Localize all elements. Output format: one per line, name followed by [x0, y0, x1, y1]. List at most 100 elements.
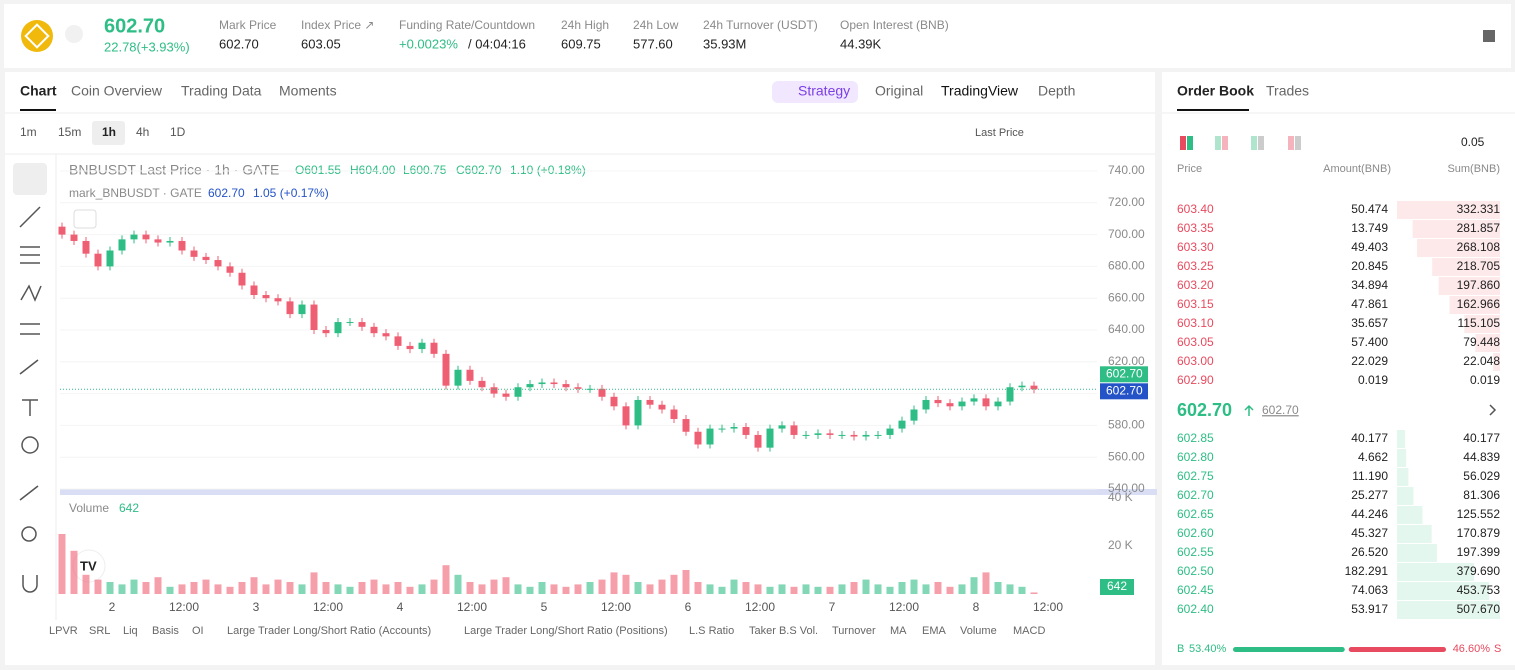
indicator[interactable]: EMA: [922, 625, 947, 637]
indicator[interactable]: Basis: [152, 625, 179, 637]
book-amount: 45.327: [1351, 526, 1388, 540]
interval[interactable]: 15m: [58, 125, 81, 139]
interval[interactable]: 1m: [20, 125, 37, 139]
indicator[interactable]: Liq: [123, 625, 138, 637]
chevron[interactable]: [1489, 404, 1497, 416]
book-amount: 49.403: [1351, 240, 1388, 254]
collapse-legend[interactable]: [73, 209, 97, 229]
candle: [862, 434, 870, 437]
stat-label: Open Interest (BNB): [840, 18, 949, 32]
y-tick-label: 580.00: [1108, 418, 1145, 432]
indicator[interactable]: Large Trader Long/Short Ratio (Positions…: [464, 625, 668, 637]
book-tab[interactable]: Order Book: [1177, 83, 1254, 99]
volume-bar: [322, 582, 330, 594]
depth-bar: [1397, 487, 1414, 505]
volume-bar: [502, 577, 510, 594]
vol-tag-text: 642: [1107, 579, 1127, 593]
book-sum: 81.306: [1463, 488, 1500, 502]
candle: [502, 393, 510, 397]
volume-bar: [94, 579, 102, 594]
interval[interactable]: 1D: [170, 125, 186, 139]
candle: [898, 420, 906, 429]
candle: [970, 398, 978, 402]
header: [4, 4, 1511, 68]
candle: [910, 409, 918, 421]
tv-logo-text: TV: [80, 558, 97, 573]
y-tick-label: 640.00: [1108, 322, 1145, 336]
indicator[interactable]: L.S Ratio: [689, 625, 734, 637]
book-amount: 20.845: [1351, 259, 1388, 273]
coin-logo: [21, 20, 53, 52]
book-amount: 182.291: [1345, 564, 1389, 578]
menu-icon[interactable]: [1483, 30, 1495, 42]
strategy-pill[interactable]: [772, 81, 858, 103]
volume-bar: [394, 582, 402, 594]
stat-value: 609.75: [561, 36, 601, 51]
book-sum: 125.552: [1457, 507, 1501, 521]
candle: [430, 342, 438, 354]
interval[interactable]: 4h: [136, 125, 149, 139]
indicator[interactable]: OI: [192, 625, 204, 637]
vol-title: Volume: [69, 501, 109, 515]
pane-separator: [60, 489, 1157, 495]
volume-bar: [418, 584, 426, 594]
volume-bar: [718, 586, 726, 594]
view-tab[interactable]: Depth: [1038, 83, 1075, 99]
candle: [382, 333, 390, 337]
x-tick-label: 5: [541, 600, 548, 614]
candle: [118, 239, 126, 251]
x-tick-label: 12:00: [601, 600, 631, 614]
volume-bar: [430, 579, 438, 594]
book-price: 603.35: [1177, 221, 1214, 235]
price-change: 22.78(+3.93%): [104, 39, 190, 54]
indicator[interactable]: Turnover: [832, 625, 876, 637]
volume-bar: [202, 579, 210, 594]
indicator[interactable]: Large Trader Long/Short Ratio (Accounts): [227, 625, 431, 637]
volume-bar: [562, 586, 570, 594]
book-sum: 40.177: [1463, 431, 1500, 445]
price-source[interactable]: Last Price: [975, 127, 1024, 139]
volume-bar: [778, 584, 786, 594]
chart-tab[interactable]: Coin Overview: [71, 83, 163, 99]
volume-bar: [994, 582, 1002, 594]
volume-bar: [934, 582, 942, 594]
book-sum: 44.839: [1463, 450, 1500, 464]
indicator[interactable]: Taker B.S Vol.: [749, 625, 818, 637]
candle: [874, 434, 882, 436]
book-amount: 11.190: [1352, 469, 1388, 483]
indicator[interactable]: SRL: [89, 625, 110, 637]
indicator[interactable]: MACD: [1013, 625, 1045, 637]
candle: [814, 433, 822, 435]
favorite[interactable]: [65, 25, 83, 43]
view-tab[interactable]: TradingView: [941, 83, 1019, 99]
view-tab[interactable]: Strategy: [798, 83, 850, 99]
chart-tab[interactable]: Trading Data: [181, 83, 262, 99]
y-tick-label: 700.00: [1108, 227, 1145, 241]
book-step[interactable]: 0.05: [1461, 135, 1485, 149]
drawing-tools: [19, 206, 42, 593]
indicator[interactable]: MA: [890, 625, 907, 637]
indicator[interactable]: LPVR: [49, 625, 78, 637]
tool-cross[interactable]: [13, 163, 47, 195]
mark-price-tag: [1100, 383, 1148, 400]
indicator[interactable]: Volume: [960, 625, 997, 637]
volume-bar: [790, 586, 798, 594]
book-amount: 4.662: [1358, 450, 1388, 464]
volume-bar: [442, 565, 450, 594]
book-amount: 74.063: [1351, 583, 1388, 597]
interval[interactable]: 1h: [102, 125, 116, 139]
book-tab[interactable]: Trades: [1266, 83, 1309, 99]
candle: [322, 330, 330, 334]
candle: [778, 425, 786, 429]
volume-bar: [334, 584, 342, 594]
candle: [826, 433, 834, 435]
book-price: 603.15: [1177, 297, 1214, 311]
view-tab[interactable]: Original: [875, 83, 923, 99]
candle: [790, 425, 798, 435]
chart-tab[interactable]: Moments: [279, 83, 337, 99]
candle: [550, 382, 558, 385]
x-tick-label: 12:00: [169, 600, 199, 614]
chart-tab[interactable]: Chart: [20, 83, 57, 99]
depth-bar: [1449, 296, 1500, 314]
stat-extra: / 04:04:16: [468, 36, 526, 51]
